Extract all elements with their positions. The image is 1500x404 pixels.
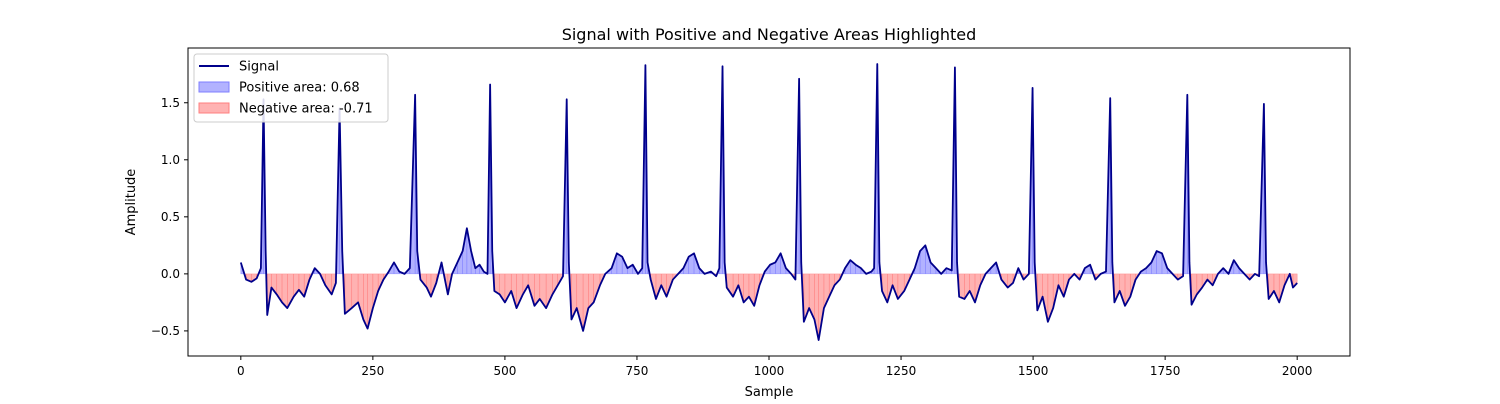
- legend-label: Positive area: 0.68: [239, 81, 360, 96]
- x-axis-label: Sample: [745, 385, 794, 400]
- legend-label: Negative area: -0.71: [239, 102, 373, 117]
- chart-title: Signal with Positive and Negative Areas …: [562, 25, 977, 44]
- x-tick-label: 1500: [1018, 364, 1049, 378]
- y-axis-label: Amplitude: [124, 169, 139, 236]
- legend: Signal Positive area: 0.68 Negative area: …: [194, 54, 388, 122]
- legend-label: Signal: [239, 60, 279, 75]
- y-tick-label: 1.5: [161, 96, 180, 110]
- legend-patch-swatch: [199, 103, 229, 113]
- y-tick-label: 0.5: [161, 210, 180, 224]
- y-tick-label: 0.0: [161, 267, 180, 281]
- x-tick-label: 2000: [1282, 364, 1313, 378]
- legend-patch-swatch: [199, 82, 229, 92]
- x-tick-label: 0: [237, 364, 245, 378]
- x-tick-label: 1750: [1150, 364, 1181, 378]
- x-tick-label: 1250: [886, 364, 917, 378]
- x-tick-label: 500: [493, 364, 516, 378]
- y-tick-label: −0.5: [151, 324, 180, 338]
- x-tick-label: 750: [626, 364, 649, 378]
- y-tick-label: 1.0: [161, 153, 180, 167]
- x-tick-label: 250: [361, 364, 384, 378]
- x-tick-label: 1000: [754, 364, 785, 378]
